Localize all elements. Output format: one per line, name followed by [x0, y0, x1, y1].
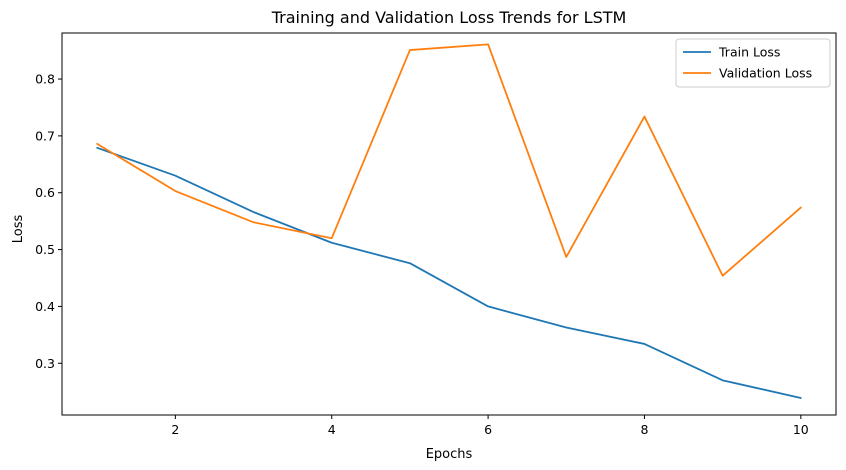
y-tick-label: 0.5: [35, 242, 55, 257]
x-tick-label: 8: [640, 422, 648, 437]
y-tick-label: 0.6: [35, 185, 55, 200]
series-lines: [96, 43, 802, 399]
x-axis-ticks: 2 4 6 8 10: [171, 415, 809, 437]
x-tick-label: 4: [328, 422, 336, 437]
x-tick-label: 6: [484, 422, 492, 437]
chart-title: Training and Validation Loss Trends for …: [271, 8, 627, 27]
y-tick-label: 0.7: [35, 128, 55, 143]
series-line-0: [96, 146, 802, 399]
y-tick-label: 0.4: [35, 299, 55, 314]
plot-area-frame: [61, 32, 837, 416]
series-line-1: [96, 43, 802, 277]
legend-label: Train Loss: [718, 45, 780, 60]
x-tick-label: 2: [171, 422, 179, 437]
legend: Train Loss Validation Loss: [675, 38, 831, 88]
x-tick-label: 10: [793, 422, 809, 437]
x-axis-label: Epochs: [426, 447, 473, 462]
y-tick-label: 0.8: [35, 72, 55, 87]
legend-label: Validation Loss: [719, 66, 812, 81]
legend-box: [675, 38, 831, 88]
y-axis-label: Loss: [11, 215, 26, 244]
y-tick-label: 0.3: [35, 356, 55, 371]
y-axis-ticks: 0.3 0.4 0.5 0.6 0.7 0.8: [35, 72, 62, 371]
